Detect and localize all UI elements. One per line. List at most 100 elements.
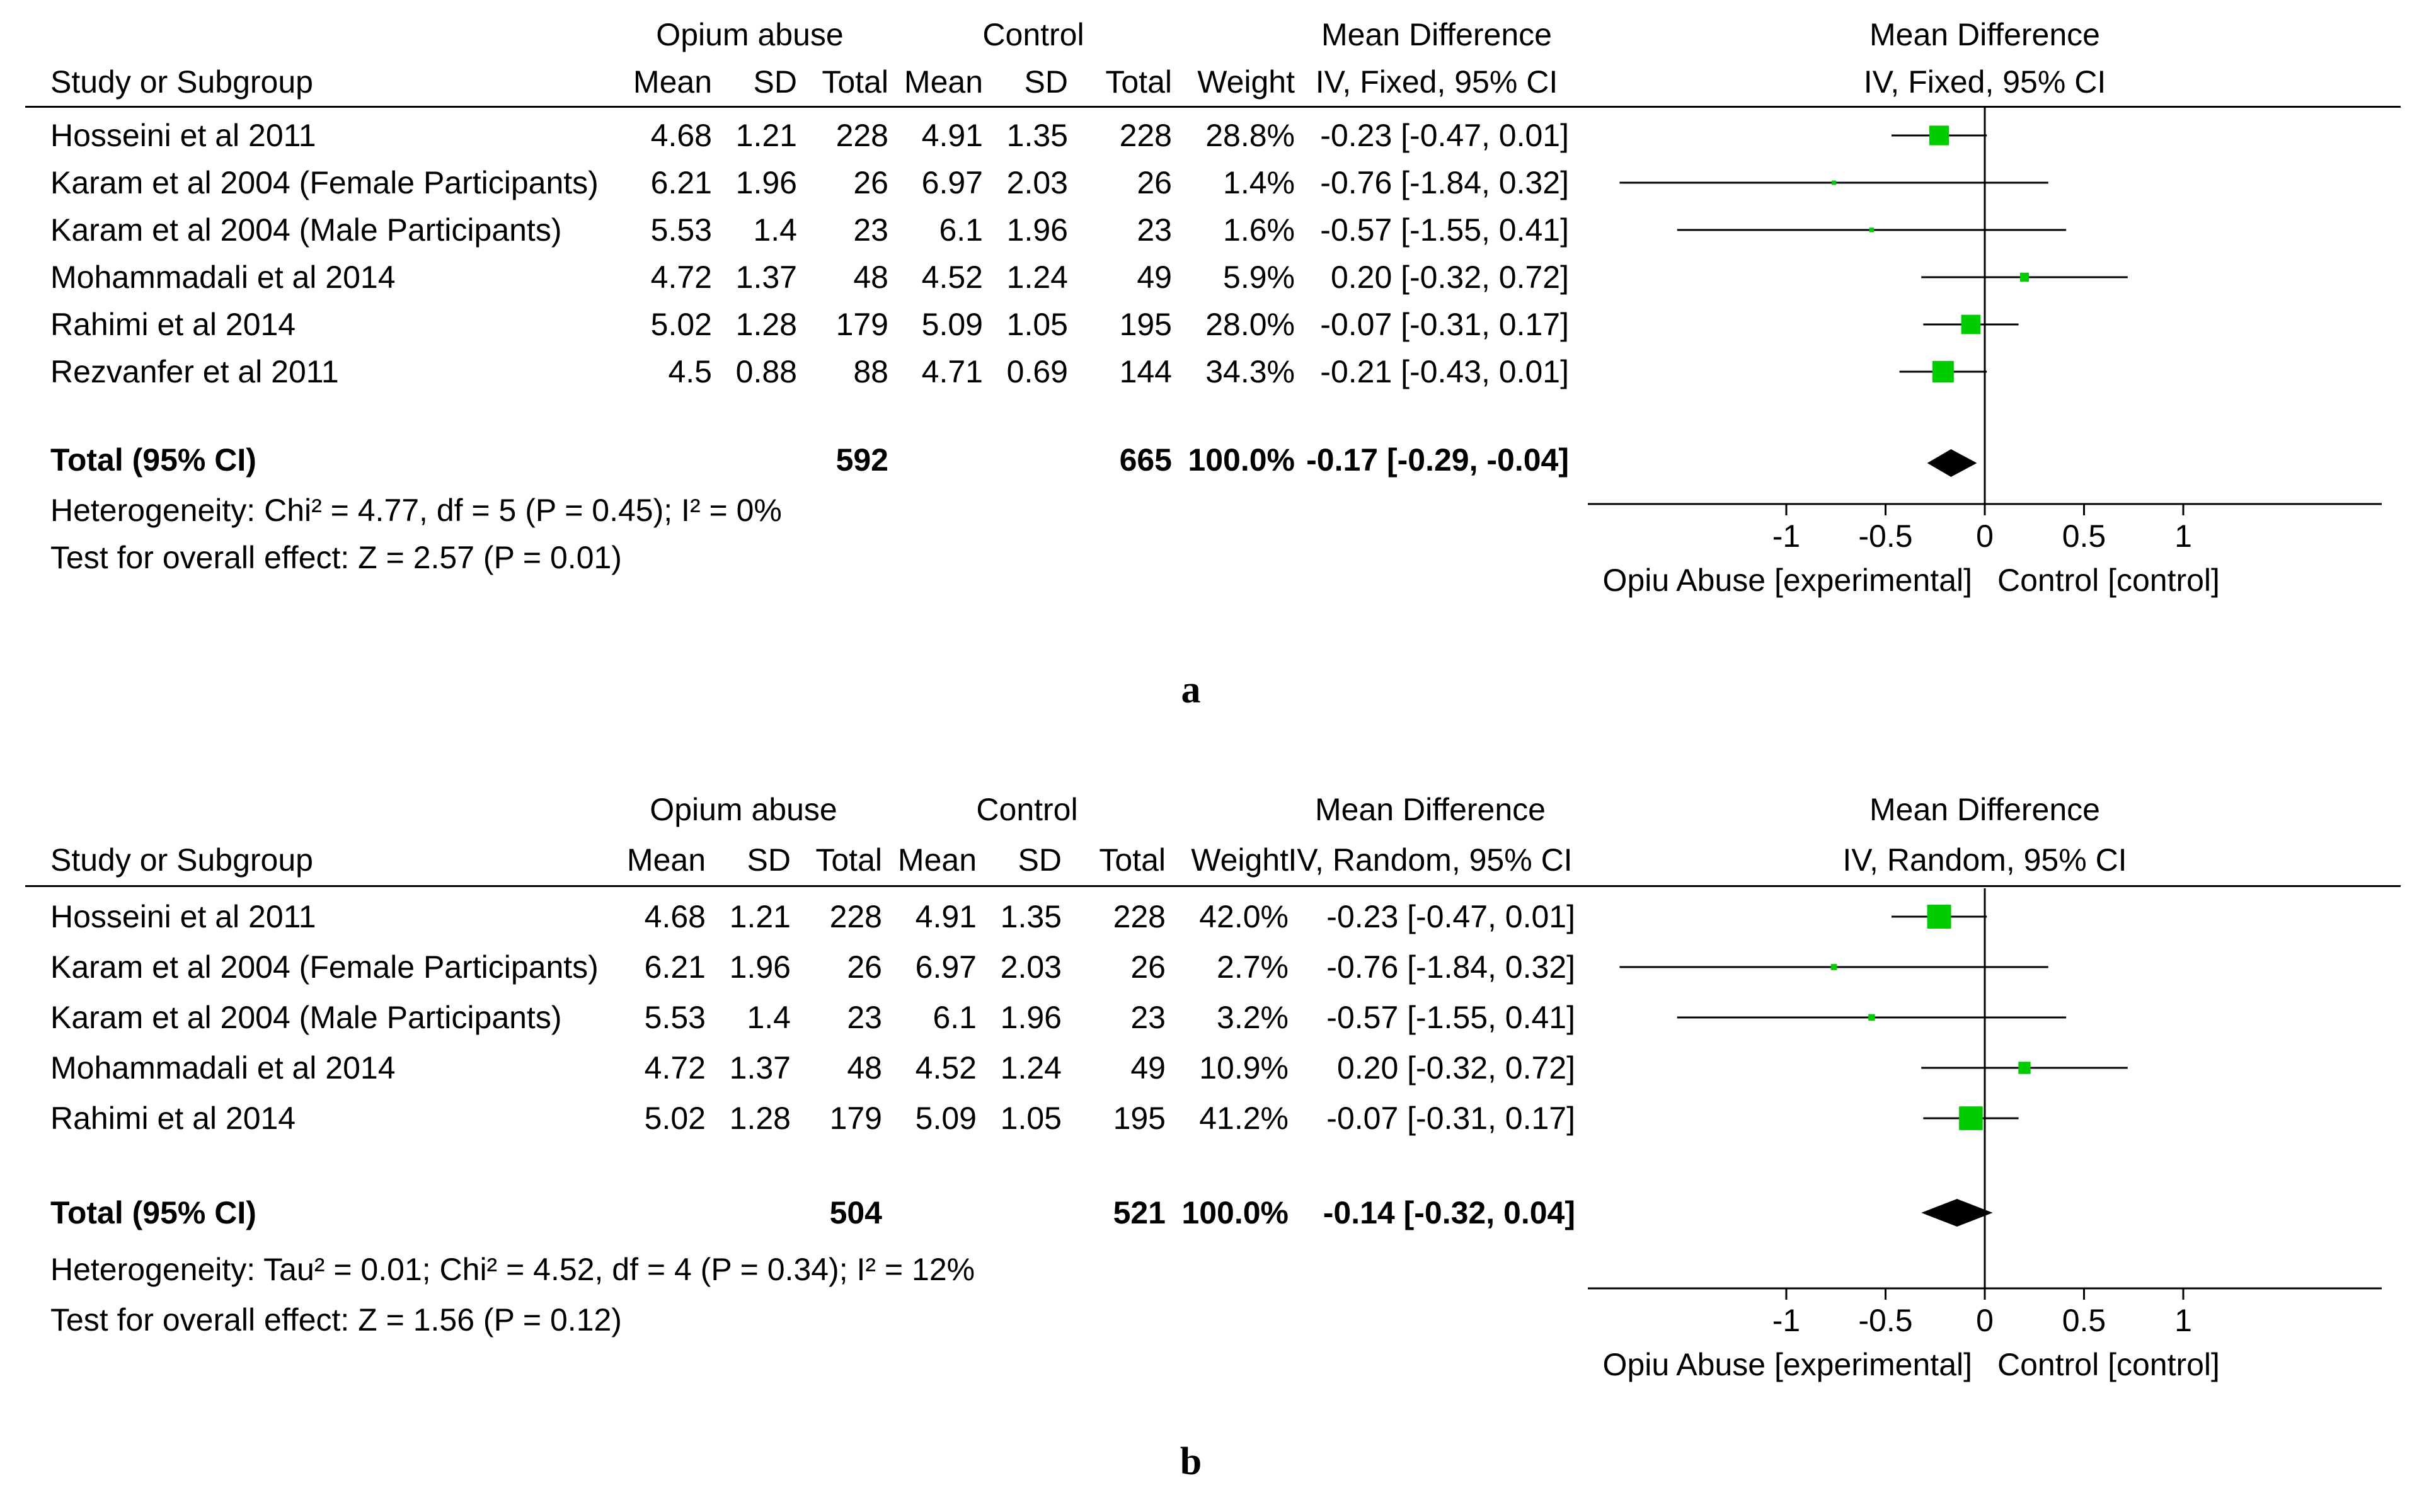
- sd2: 0.69: [1006, 354, 1068, 389]
- sd2: 1.35: [1006, 118, 1068, 153]
- forest-plot-panel-a: Opium abuse Control Mean Difference Mean…: [0, 0, 2429, 737]
- mean1: 4.68: [650, 118, 712, 153]
- ci-text: -0.76 [-1.84, 0.32]: [1326, 949, 1575, 985]
- mean2-header: Mean: [897, 842, 977, 878]
- x-tick-label: 0: [1976, 1303, 1994, 1338]
- total1: 48: [853, 260, 888, 295]
- weight: 10.9%: [1199, 1050, 1289, 1085]
- study-marker: [2018, 1062, 2031, 1074]
- mean1: 4.72: [650, 260, 712, 295]
- weight: 34.3%: [1205, 354, 1295, 389]
- total1-header: Total: [815, 842, 882, 878]
- study-marker: [1929, 125, 1950, 146]
- group2-header: Control: [982, 17, 1084, 52]
- total2: 195: [1113, 1101, 1166, 1136]
- mean2: 6.1: [933, 1000, 977, 1035]
- ci-text: -0.07 [-0.31, 0.17]: [1320, 307, 1569, 342]
- mean2: 4.52: [921, 260, 983, 295]
- study-name: Mohammadali et al 2014: [50, 260, 396, 295]
- weight: 28.8%: [1205, 118, 1295, 153]
- total1: 179: [829, 1101, 882, 1136]
- sd1: 1.21: [735, 118, 797, 153]
- sd1-header: SD: [753, 64, 797, 100]
- study-name: Rahimi et al 2014: [50, 1101, 296, 1136]
- group1-header: Opium abuse: [656, 17, 844, 52]
- sd1: 1.96: [729, 949, 791, 985]
- total2: 49: [1130, 1050, 1166, 1085]
- sd2: 1.05: [1006, 307, 1068, 342]
- study-name: Karam et al 2004 (Male Participants): [50, 1000, 562, 1035]
- plot-title: Mean Difference: [1869, 17, 2100, 52]
- total1: 88: [853, 354, 888, 389]
- total1: 179: [836, 307, 888, 342]
- overall-effect: Test for overall effect: Z = 2.57 (P = 0…: [50, 540, 622, 575]
- total2: 26: [1130, 949, 1166, 985]
- mean1: 4.68: [644, 899, 706, 934]
- total2: 195: [1119, 307, 1172, 342]
- total2: 144: [1119, 354, 1172, 389]
- plot-title: Mean Difference: [1869, 792, 2100, 827]
- study-name: Karam et al 2004 (Female Participants): [50, 165, 599, 200]
- pooled-diamond: [1927, 449, 1977, 477]
- mean2: 5.09: [921, 307, 983, 342]
- x-tick-label: -0.5: [1858, 1303, 1912, 1338]
- x-tick-label: 0.5: [2062, 1303, 2106, 1338]
- study-name: Rezvanfer et al 2011: [50, 354, 339, 389]
- mean2-header: Mean: [904, 64, 983, 100]
- total2: 228: [1119, 118, 1172, 153]
- study-name: Karam et al 2004 (Male Participants): [50, 212, 562, 248]
- total1-header: Total: [822, 64, 888, 100]
- panel-caption: b: [1180, 1440, 1202, 1483]
- weight: 5.9%: [1223, 260, 1295, 295]
- forest-plot-a: -1 -0.5 0 0.5 1 Opiu Abuse [experimental] Cont…: [1588, 107, 2382, 598]
- x-tick-label: 0: [1976, 518, 1994, 554]
- weight-header: Weight: [1197, 64, 1295, 100]
- ci-text: -0.57 [-1.55, 0.41]: [1326, 1000, 1575, 1035]
- ci-text: -0.21 [-0.43, 0.01]: [1320, 354, 1569, 389]
- study-name: Hosseini et al 2011: [50, 118, 316, 153]
- ci-text: -0.23 [-0.47, 0.01]: [1326, 899, 1575, 934]
- total2-header: Total: [1105, 64, 1172, 100]
- total2: 228: [1113, 899, 1166, 934]
- total2: 23: [1130, 1000, 1166, 1035]
- mean1: 6.21: [650, 165, 712, 200]
- ci-text: -0.07 [-0.31, 0.17]: [1326, 1101, 1575, 1136]
- mean1: 4.5: [668, 354, 712, 389]
- study-name: Hosseini et al 2011: [50, 899, 316, 934]
- sd2-header: SD: [1018, 842, 1062, 878]
- weight-header: Weight: [1191, 842, 1289, 878]
- total2: 23: [1137, 212, 1172, 248]
- mean2: 6.1: [939, 212, 983, 248]
- total1: 592: [836, 442, 888, 478]
- forest-plot-panel-b: Opium abuse Control Mean Difference Mean…: [0, 775, 2429, 1512]
- study-name: Rahimi et al 2014: [50, 307, 296, 342]
- weight: 28.0%: [1205, 307, 1295, 342]
- study-marker: [2019, 272, 2030, 282]
- x-label-left: Opiu Abuse [experimental]: [1603, 563, 1972, 598]
- sd2: 1.24: [1006, 260, 1068, 295]
- mean1: 5.53: [650, 212, 712, 248]
- x-label-right: Control [control]: [1997, 563, 2220, 598]
- pooled-diamond: [1921, 1199, 1993, 1227]
- overall-effect: Test for overall effect: Z = 1.56 (P = 0…: [50, 1302, 622, 1337]
- weight: 1.4%: [1223, 165, 1295, 200]
- mean2: 5.09: [915, 1101, 977, 1136]
- sd2: 2.03: [1000, 949, 1062, 985]
- group2-header: Control: [976, 792, 1078, 827]
- sd2: 1.35: [1000, 899, 1062, 934]
- total2: 49: [1137, 260, 1172, 295]
- study-name: Mohammadali et al 2014: [50, 1050, 396, 1085]
- total-label: Total (95% CI): [50, 1195, 256, 1230]
- ci-text: -0.23 [-0.47, 0.01]: [1320, 118, 1569, 153]
- x-tick-label: 1: [2174, 518, 2192, 554]
- total1: 23: [853, 212, 888, 248]
- total2: 521: [1113, 1195, 1166, 1230]
- ci-text: 0.20 [-0.32, 0.72]: [1330, 260, 1569, 295]
- md-method: IV, Random, 95% CI: [1288, 842, 1573, 878]
- x-tick-label: -0.5: [1858, 518, 1912, 554]
- study-column-header: Study or Subgroup: [50, 842, 313, 878]
- mean2: 4.91: [921, 118, 983, 153]
- sd2: 1.24: [1000, 1050, 1062, 1085]
- header-rule: [25, 106, 2401, 108]
- study-column-header: Study or Subgroup: [50, 64, 313, 100]
